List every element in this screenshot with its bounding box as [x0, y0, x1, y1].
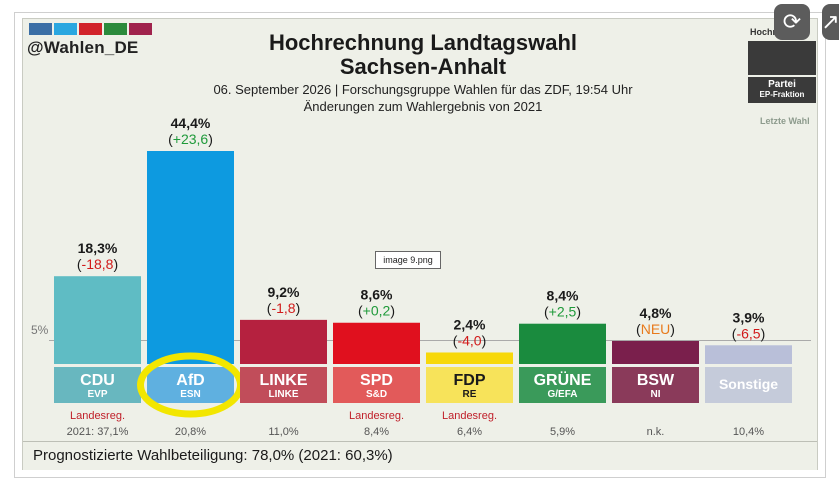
change-label-grüne: (+2,5) — [544, 304, 581, 320]
value-label-bsw: 4,8% — [640, 305, 672, 321]
change-label-linke: (-1,8) — [267, 300, 300, 316]
chart-subtitle-changes: Änderungen zum Wahlergebnis von 2021 — [303, 99, 543, 114]
government-label-cdu: Landesreg. — [70, 410, 125, 422]
bar-bsw — [612, 340, 699, 364]
change-label-fdp: (-4,0) — [453, 332, 486, 348]
party-box-spd — [333, 367, 420, 403]
logo-swatch-5 — [129, 23, 152, 35]
party-box-linke — [240, 367, 327, 403]
party-box-cdu — [54, 367, 141, 403]
value-label-fdp: 2,4% — [454, 316, 486, 332]
party-name-fdp: FDP — [454, 372, 486, 389]
bar-spd — [333, 322, 420, 364]
bar-cdu — [54, 276, 141, 364]
value-label-grüne: 8,4% — [547, 288, 579, 304]
last-result-spd: 8,4% — [364, 426, 389, 438]
party-name-bsw: BSW — [637, 372, 675, 389]
party-ep-group-cdu: EVP — [87, 389, 107, 400]
logo-swatch-4 — [104, 23, 127, 35]
value-label-sonstige: 3,9% — [733, 309, 765, 325]
change-label-cdu: (-18,8) — [77, 256, 118, 272]
chart-subtitle-date: 06. September 2026 | Forschungsgruppe Wa… — [213, 82, 633, 97]
party-ep-group-afd: ESN — [180, 389, 201, 400]
party-name-linke: LINKE — [260, 372, 308, 389]
chart-card: @Wahlen_DE Hochrechnung Landtagswahl Sac… — [22, 18, 818, 470]
last-result-cdu: 2021: 37,1% — [67, 426, 129, 438]
party-ep-group-fdp: RE — [463, 389, 477, 400]
party-name-spd: SPD — [360, 372, 393, 389]
side-legend-ep-label: EP-Fraktion — [759, 90, 805, 99]
refresh-icon[interactable]: ⟳ — [774, 4, 810, 40]
chart-title-line1: Hochrechnung Landtagswahl — [268, 30, 578, 55]
party-ep-group-spd: S&D — [366, 389, 387, 400]
logo-color-strip — [29, 23, 152, 35]
logo-swatch-1 — [29, 23, 52, 35]
party-name-cdu: CDU — [80, 372, 115, 389]
government-label-fdp: Landesreg. — [442, 410, 497, 422]
party-box-grüne — [519, 367, 606, 403]
logo-swatch-2 — [54, 23, 77, 35]
side-legend-box-party: Partei EP-Fraktion — [748, 77, 816, 103]
threshold-label: 5% — [31, 323, 49, 337]
side-legend-caption: Hochr — [750, 27, 777, 37]
side-legend-party-label: Partei — [768, 79, 796, 90]
party-box-bsw — [612, 367, 699, 403]
image-tooltip: image 9.png — [375, 251, 441, 269]
change-label-sonstige: (-6,5) — [732, 325, 765, 341]
account-handle: @Wahlen_DE — [27, 38, 139, 57]
party-box-sonstige — [705, 367, 792, 403]
side-legend-box-top — [748, 41, 816, 75]
value-label-linke: 9,2% — [268, 284, 300, 300]
value-label-cdu: 18,3% — [78, 240, 118, 256]
turnout-footer: Prognostizierte Wahlbeteiligung: 78,0% (… — [23, 441, 817, 470]
change-label-afd: (+23,6) — [168, 131, 213, 147]
value-label-afd: 44,4% — [171, 115, 211, 131]
expand-icon[interactable]: ↗ — [821, 4, 839, 40]
last-result-sonstige: 10,4% — [733, 426, 764, 438]
government-label-spd: Landesreg. — [349, 410, 404, 422]
last-result-linke: 11,0% — [268, 426, 299, 438]
value-label-spd: 8,6% — [361, 287, 393, 303]
bar-linke — [240, 319, 327, 364]
side-legend-last-vote: Letzte Wahl — [760, 116, 810, 126]
party-name-grüne: GRÜNE — [534, 370, 592, 389]
last-result-bsw: n.k. — [647, 426, 665, 438]
party-ep-group-linke: LINKE — [269, 389, 299, 400]
party-name-sonstige: Sonstige — [719, 376, 778, 392]
bar-sonstige — [705, 345, 792, 364]
bar-afd — [147, 151, 234, 364]
party-box-fdp — [426, 367, 513, 403]
party-box-afd — [147, 367, 234, 403]
bar-fdp — [426, 352, 513, 364]
logo-swatch-3 — [79, 23, 102, 35]
party-ep-group-bsw: NI — [651, 389, 661, 400]
change-label-bsw: (NEU) — [636, 321, 675, 337]
last-result-fdp: 6,4% — [457, 426, 482, 438]
change-label-spd: (+0,2) — [358, 303, 395, 319]
chart-title-line2: Sachsen-Anhalt — [339, 54, 507, 79]
threshold-line — [49, 340, 811, 341]
last-result-grüne: 5,9% — [550, 426, 575, 438]
party-name-afd: AfD — [176, 372, 204, 389]
bar-grüne — [519, 323, 606, 364]
party-ep-group-grüne: G/EFA — [547, 389, 577, 400]
turnout-text: Prognostizierte Wahlbeteiligung: 78,0% (… — [33, 447, 393, 464]
last-result-afd: 20,8% — [175, 426, 206, 438]
